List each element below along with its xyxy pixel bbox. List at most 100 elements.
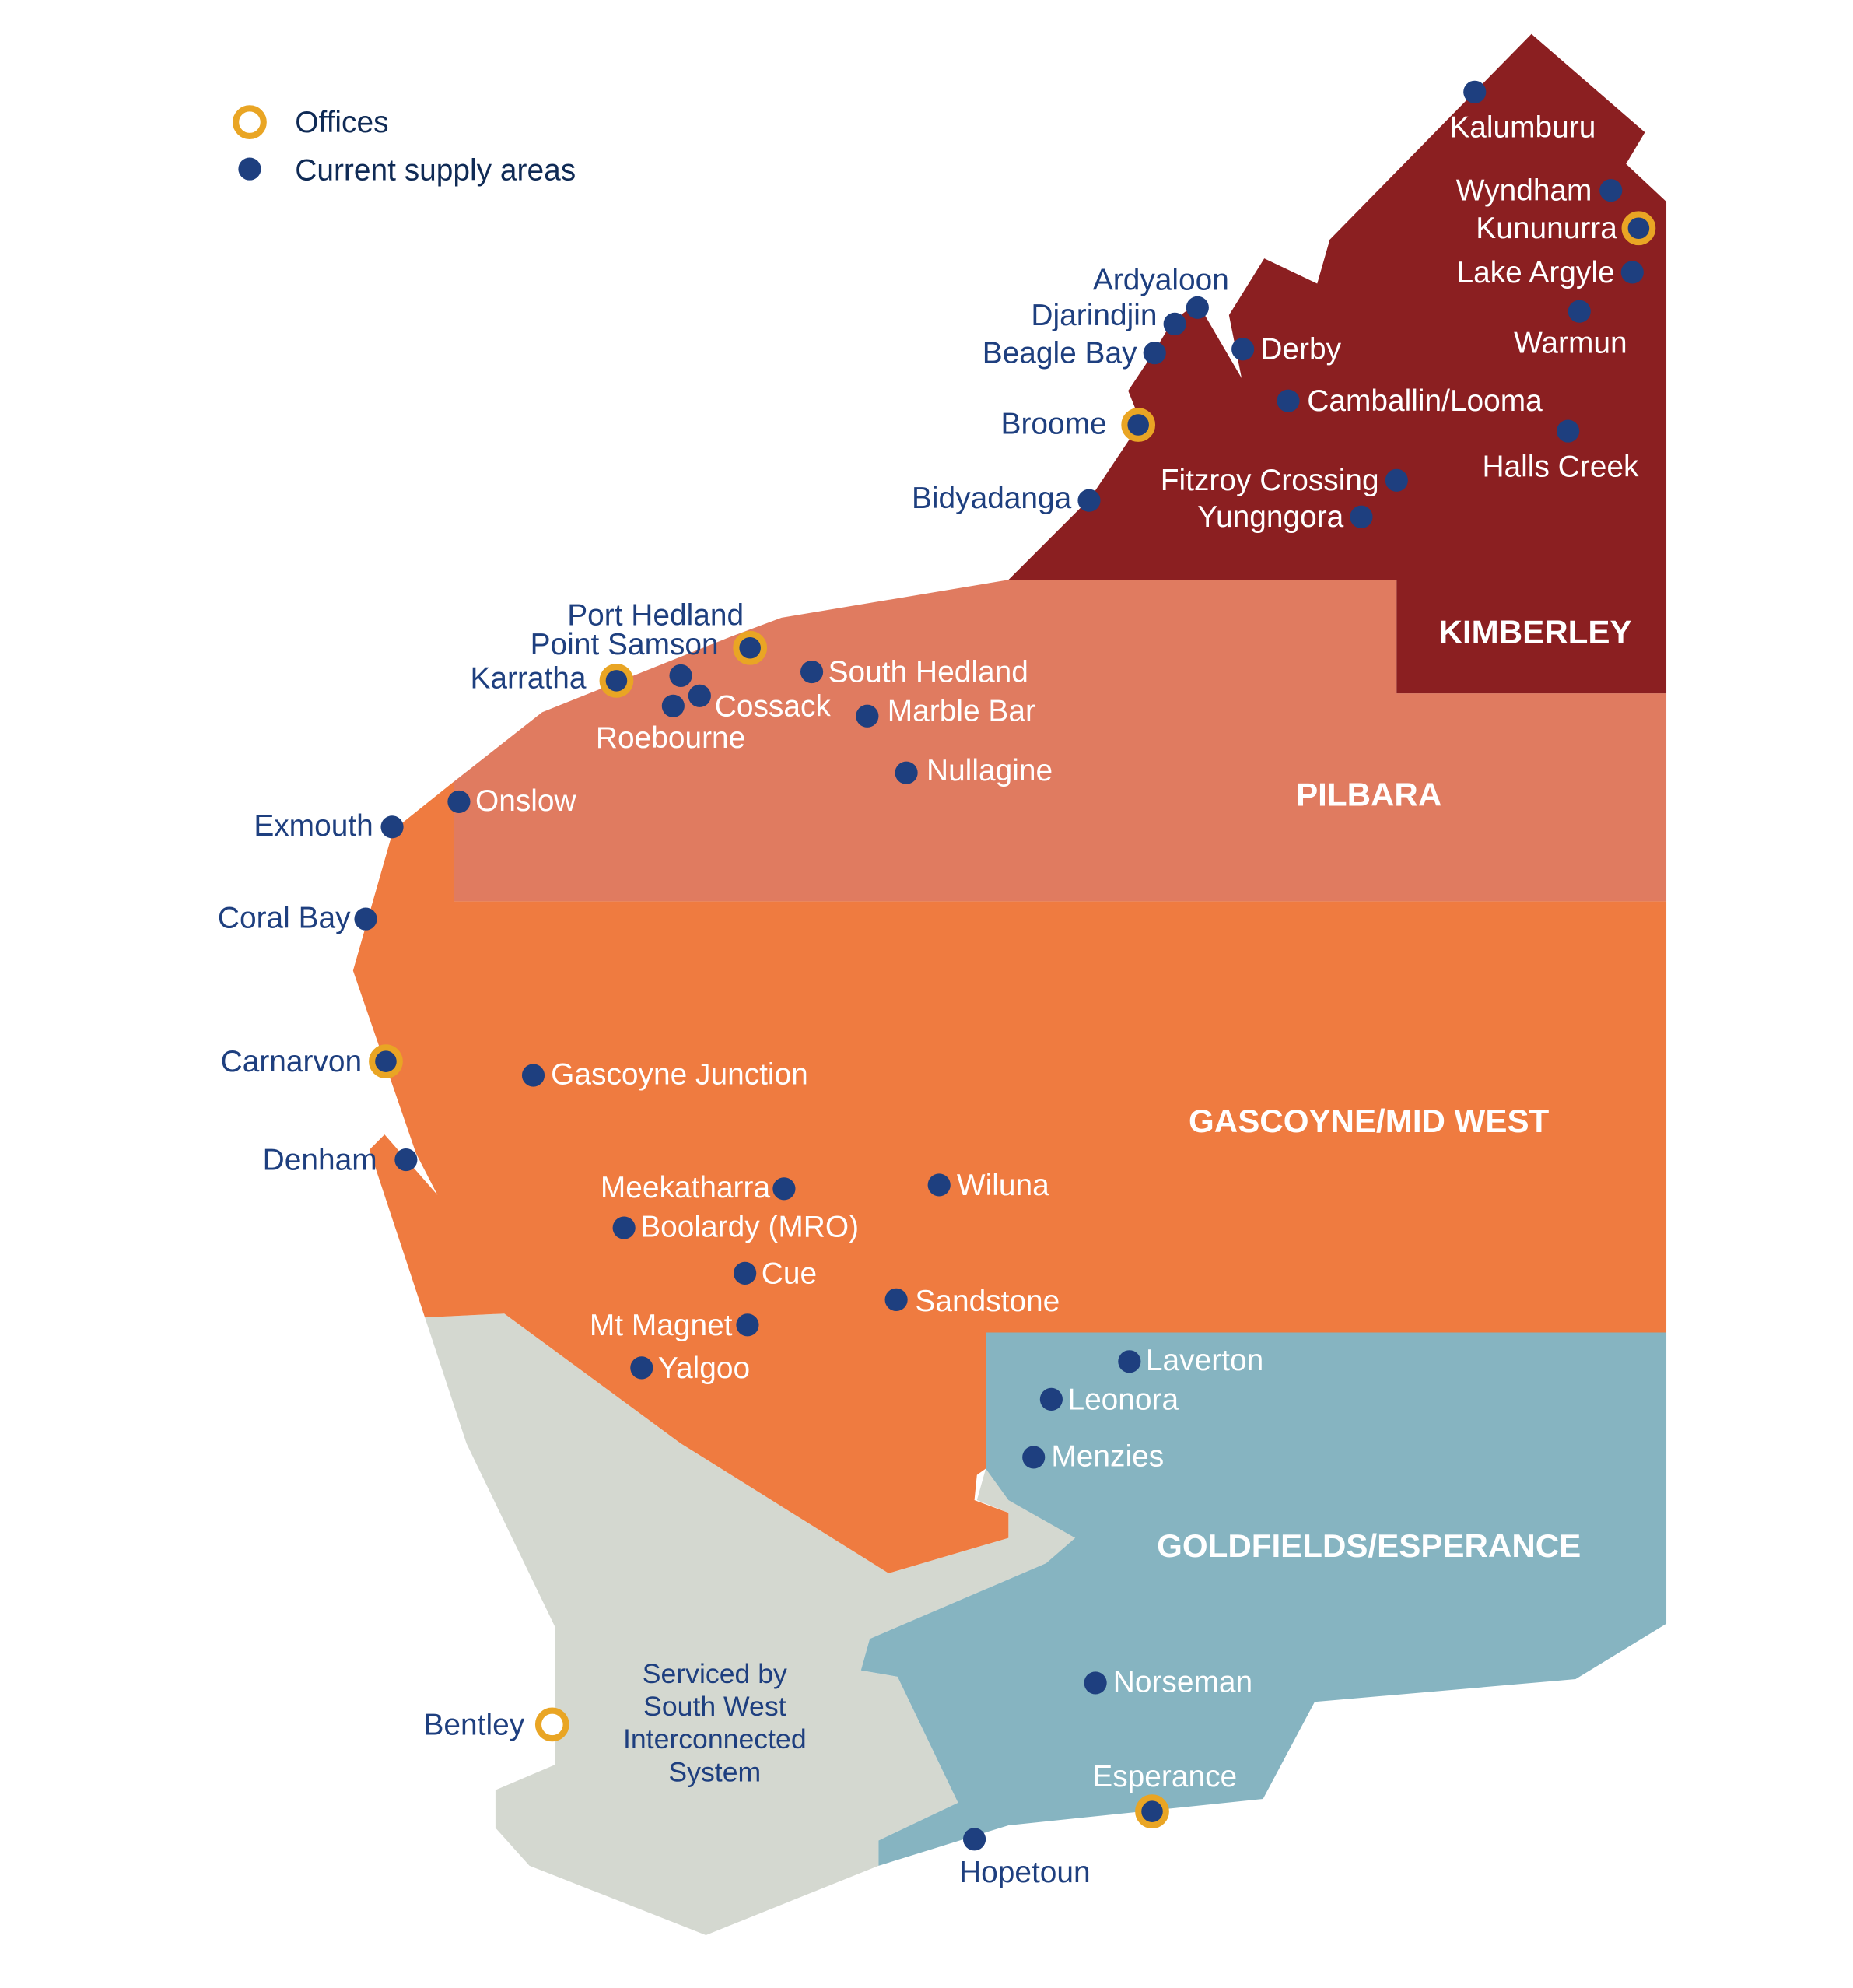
place-kalumburu: Kalumburu [1449, 80, 1596, 145]
supply-dot-icon [1599, 179, 1623, 202]
supply-dot-icon [856, 704, 879, 728]
place-label: Denham [263, 1144, 377, 1177]
place-wiluna: Wiluna [927, 1169, 1049, 1202]
region-label-kimberley: KIMBERLEY [1439, 613, 1632, 650]
place-label: Coral Bay [218, 901, 351, 934]
region-goldfields-esperance [860, 1332, 1667, 1866]
place-lake-argyle: Lake Argyle [1456, 256, 1644, 289]
place-yungngora: Yungngora [1197, 500, 1373, 534]
place-leonora: Leonora [1039, 1383, 1179, 1416]
place-exmouth: Exmouth [254, 809, 404, 843]
place-camballin-looma: Camballin/Looma [1277, 384, 1543, 418]
place-carnarvon: Carnarvon [221, 1044, 403, 1079]
south-west-note-line: Interconnected [623, 1723, 807, 1755]
place-wyndham: Wyndham [1456, 174, 1623, 208]
supply-dot-icon [1186, 296, 1209, 319]
place-cue: Cue [734, 1257, 817, 1290]
place-label: Point Samson [531, 628, 719, 661]
place-label: Gascoyne Junction [551, 1057, 808, 1091]
region-kimberley [1008, 33, 1667, 694]
place-port-hedland: Port Hedland [567, 599, 768, 665]
place-label: Leonora [1067, 1383, 1179, 1416]
places: Kalumburu Wyndham Kununurra Lake Argyle Warm… [218, 80, 1656, 1889]
supply-dot-icon [1277, 389, 1300, 412]
office-ring-icon [369, 1044, 403, 1079]
south-west-note: Serviced by South West Interconnected Sy… [623, 1658, 807, 1787]
place-label: Bentley [423, 1708, 524, 1741]
supply-dot-icon [772, 1177, 796, 1201]
supply-dot-icon [800, 660, 824, 684]
supply-dot-icon [1463, 80, 1487, 103]
place-label: Yungngora [1197, 500, 1343, 534]
supply-dot-icon [1231, 338, 1255, 361]
supply-dot-icon [661, 694, 685, 717]
place-label: Meekatharra [601, 1171, 771, 1204]
place-label: Norseman [1113, 1665, 1252, 1699]
place-label: Broome [1001, 407, 1107, 440]
supply-dot-icon [612, 1216, 636, 1239]
place-label: Bidyadanga [912, 482, 1072, 515]
place-gascoyne-junction: Gascoyne Junction [521, 1057, 808, 1091]
place-label: Lake Argyle [1456, 256, 1614, 289]
supply-dot-icon [630, 1356, 653, 1380]
place-label: Menzies [1051, 1439, 1164, 1473]
place-sandstone: Sandstone [884, 1285, 1060, 1318]
supply-dot-icon [521, 1064, 545, 1087]
place-bidyadanga: Bidyadanga [912, 482, 1101, 515]
place-kununurra: Kununurra [1476, 211, 1656, 246]
supply-dot-icon [927, 1173, 951, 1197]
place-karratha: Karratha [470, 662, 634, 698]
office-ring-icon [599, 664, 634, 698]
place-beagle-bay: Beagle Bay [983, 337, 1166, 370]
place-label: Camballin/Looma [1307, 384, 1543, 418]
place-label: Wyndham [1456, 174, 1592, 208]
place-roebourne: Roebourne [596, 694, 745, 755]
supply-dot-icon [394, 1148, 418, 1172]
place-label: Beagle Bay [983, 337, 1137, 370]
place-laverton: Laverton [1118, 1344, 1263, 1377]
office-ring-icon [233, 105, 267, 140]
supply-dot-icon [884, 1288, 908, 1311]
place-label: Kalumburu [1449, 111, 1596, 145]
legend-supply-label: Current supply areas [295, 154, 576, 188]
place-bentley: Bentley [423, 1707, 569, 1742]
supply-dot-icon [1350, 505, 1373, 528]
region-gascoyne-mid-west [352, 781, 1667, 1573]
south-west-note-line: Serviced by [643, 1658, 787, 1689]
place-label: Port Hedland [567, 599, 744, 633]
supply-dot-icon [354, 907, 377, 931]
place-derby: Derby [1231, 333, 1342, 366]
south-west-note-line: System [668, 1756, 761, 1787]
supply-dot-icon [734, 1261, 757, 1285]
place-label: Sandstone [915, 1285, 1060, 1318]
place-label: Laverton [1146, 1344, 1263, 1377]
place-coral-bay: Coral Bay [218, 901, 377, 934]
office-ring-icon [534, 1707, 569, 1742]
place-yalgoo: Yalgoo [630, 1352, 750, 1385]
place-label: Roebourne [596, 721, 745, 755]
office-ring-icon [1621, 211, 1656, 246]
place-label: Hopetoun [959, 1856, 1091, 1889]
region-label-gascoyne-mid-west: GASCOYNE/MID WEST [1189, 1103, 1550, 1139]
place-label: Nullagine [926, 754, 1053, 787]
place-label: Boolardy (MRO) [640, 1210, 859, 1243]
place-label: Djarindjin [1031, 299, 1157, 332]
legend: Offices Current supply areas [233, 105, 576, 188]
place-label: Esperance [1092, 1760, 1237, 1793]
office-ring-icon [1121, 408, 1156, 442]
legend-offices-label: Offices [295, 106, 388, 139]
place-label: Fitzroy Crossing [1161, 464, 1379, 497]
place-label: Carnarvon [221, 1045, 363, 1078]
region-label-pilbara: PILBARA [1296, 776, 1441, 812]
supply-dot-icon [1118, 1350, 1141, 1373]
place-label: Cossack [715, 689, 832, 723]
place-label: Yalgoo [658, 1352, 750, 1385]
supply-dot-icon [895, 761, 918, 784]
supply-dot-icon [1143, 342, 1166, 365]
supply-dot-icon [688, 684, 711, 707]
place-south-hedland: South Hedland [800, 656, 1028, 689]
place-esperance: Esperance [1092, 1760, 1237, 1829]
place-meekatharra: Meekatharra [601, 1171, 796, 1204]
place-label: Halls Creek [1482, 450, 1638, 483]
